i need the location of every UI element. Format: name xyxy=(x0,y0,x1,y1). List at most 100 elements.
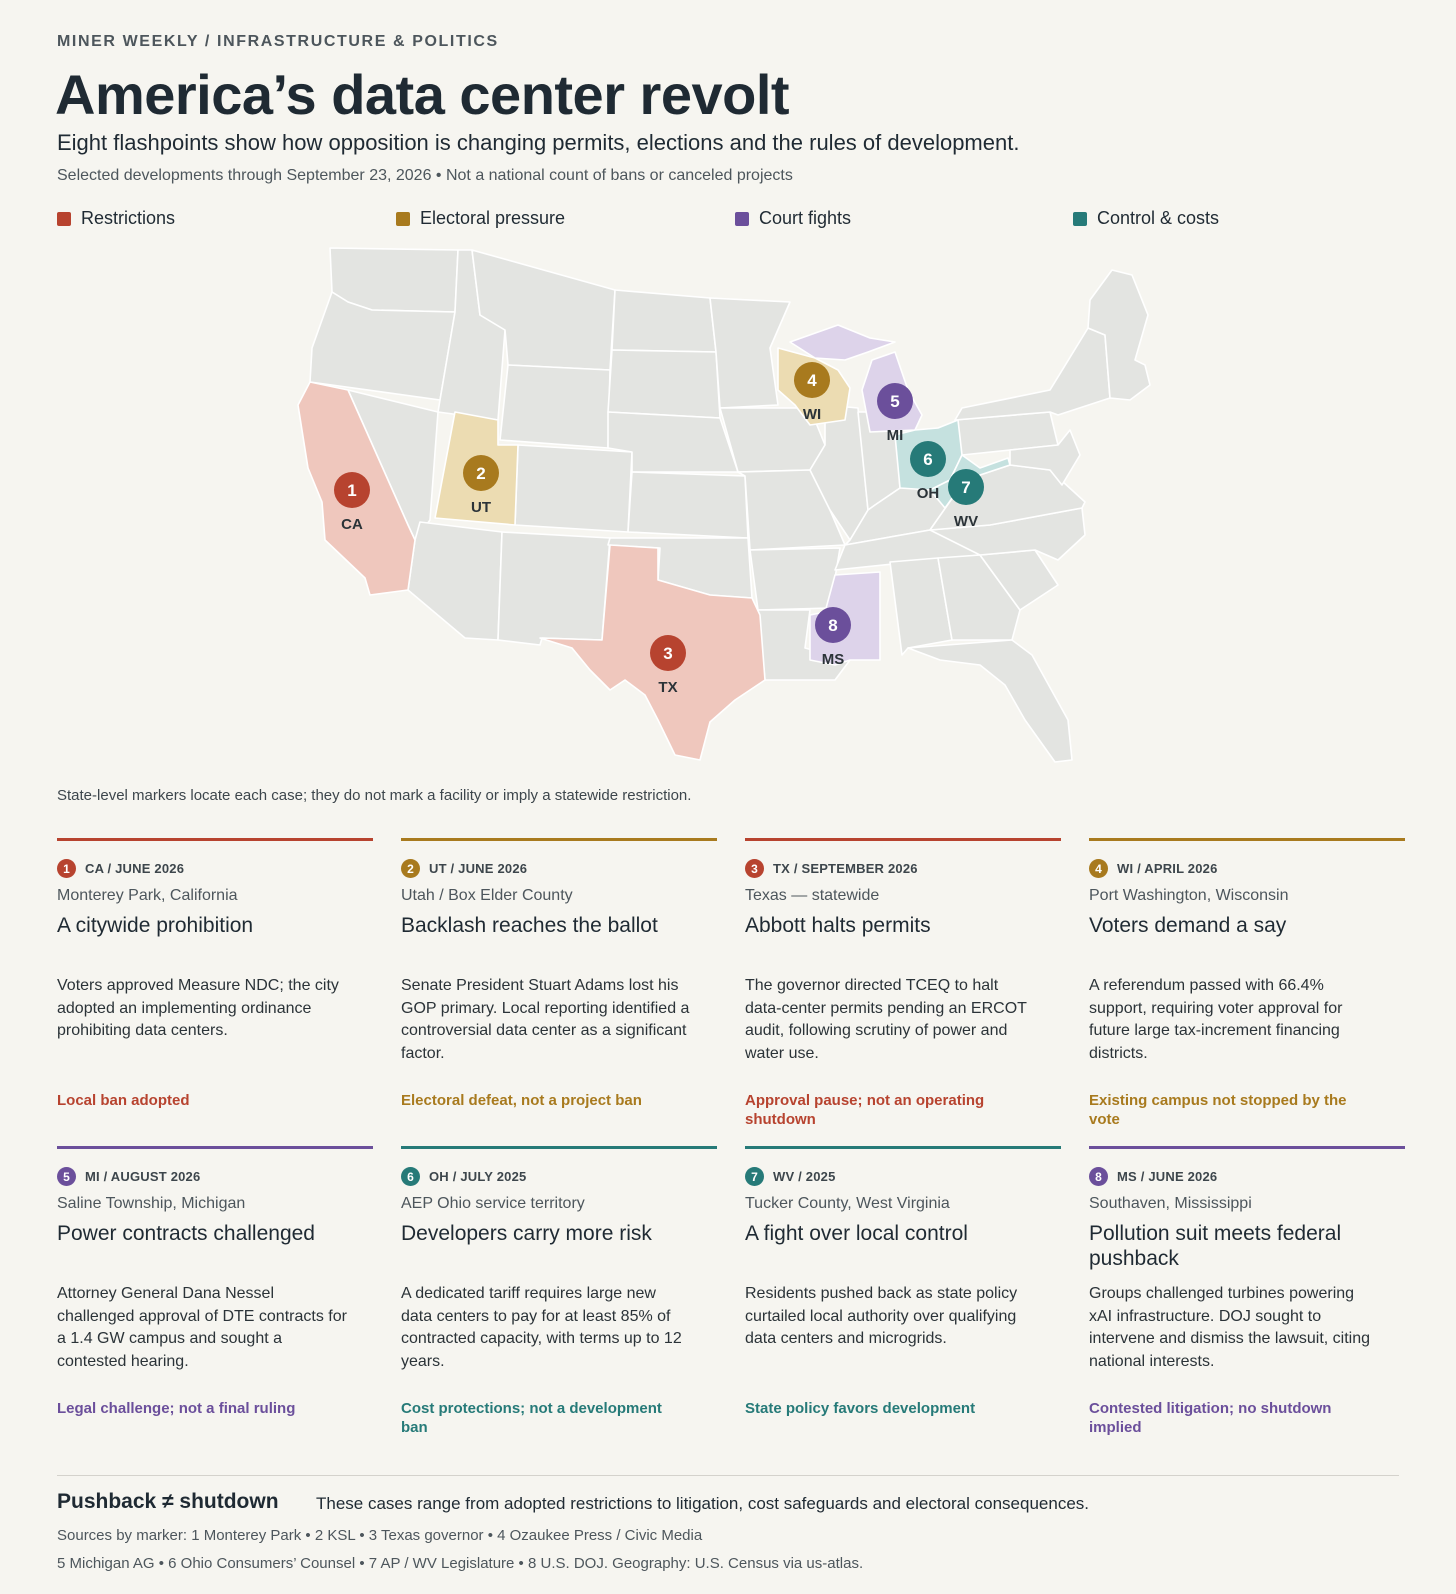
card-body: A referendum passed with 66.4% support, … xyxy=(1089,977,1343,1062)
map-marker-circle xyxy=(334,472,370,508)
card-outcome: Cost protections; not a development ban xyxy=(401,1400,662,1436)
scope-note: Selected developments through September … xyxy=(57,167,793,184)
case-card: 1 CA / JUNE 2026 Monterey Park, California… xyxy=(57,838,373,1110)
map-marker-ca: 1 CA xyxy=(334,472,370,533)
map-marker-wi: 4 WI xyxy=(794,362,830,423)
card-headline: Abbott halts permits xyxy=(745,914,931,937)
card-marker-badge: 8 xyxy=(1089,1167,1108,1186)
map-state-md-de-nj xyxy=(1009,429,1081,486)
sources-line-2: 5 Michigan AG • 6 Ohio Consumers’ Counse… xyxy=(57,1555,864,1572)
legend-label: Court fights xyxy=(759,208,852,228)
map-marker-number: 2 xyxy=(476,464,485,483)
page-title: America’s data center revolt xyxy=(55,63,790,126)
map-state-wy xyxy=(499,364,611,449)
map-marker-tx: 3 TX xyxy=(650,635,686,696)
card-place: Texas — statewide xyxy=(745,887,880,904)
card-marker-badge: 6 xyxy=(401,1167,420,1186)
us-map-svg: 1 CA 2 UT 3 TX 4 WI 5 MI 6 OH 7 WV 8 MS xyxy=(297,247,1151,763)
card-tag: TX / SEPTEMBER 2026 xyxy=(773,861,918,876)
card-headline: Developers carry more risk xyxy=(401,1222,652,1245)
map-marker-number: 1 xyxy=(347,481,356,500)
card-headline: A fight over local control xyxy=(745,1222,968,1245)
footer-summary: These cases range from adopted restricti… xyxy=(316,1494,1089,1513)
card-place: Monterey Park, California xyxy=(57,887,238,904)
legend-item-court: Court fights xyxy=(735,208,851,229)
card-outcome: Approval pause; not an operating shutdow… xyxy=(745,1092,985,1128)
card-headline: Voters demand a say xyxy=(1089,914,1287,937)
case-card: 8 MS / JUNE 2026 Southaven, Mississippi Pol… xyxy=(1089,1146,1405,1437)
card-rule xyxy=(1089,838,1405,841)
map-marker-wv: 7 WV xyxy=(948,469,984,530)
map-marker-number: 8 xyxy=(828,616,837,635)
card-tag: UT / JUNE 2026 xyxy=(429,861,528,876)
card-body: Senate President Stuart Adams lost his G… xyxy=(401,977,690,1062)
map-marker-circle xyxy=(877,383,913,419)
map-marker-state-abbr: MI xyxy=(887,427,904,444)
card-body: Voters approved Measure NDC; the city ad… xyxy=(57,977,339,1039)
legend-item-restrictions: Restrictions xyxy=(57,208,175,229)
card-rule xyxy=(745,1146,1061,1149)
map-state-new-england xyxy=(1087,269,1151,401)
card-body: Groups challenged turbines powering xAI … xyxy=(1089,1285,1371,1370)
legend-label: Electoral pressure xyxy=(420,208,566,228)
map-state-ny xyxy=(954,327,1111,421)
us-map: 1 CA 2 UT 3 TX 4 WI 5 MI 6 OH 7 WV 8 MS xyxy=(290,240,1170,790)
card-header: 6 OH / JULY 2025 xyxy=(401,1167,717,1186)
card-tag: MS / JUNE 2026 xyxy=(1117,1169,1218,1184)
map-state-al xyxy=(889,557,953,656)
card-marker-badge: 1 xyxy=(57,859,76,878)
card-outcome: Electoral defeat, not a project ban xyxy=(401,1092,642,1109)
card-body: Attorney General Dana Nessel challenged … xyxy=(57,1285,347,1370)
card-header: 5 MI / AUGUST 2026 xyxy=(57,1167,373,1186)
card-tag: CA / JUNE 2026 xyxy=(85,861,185,876)
case-card: 4 WI / APRIL 2026 Port Washington, Wiscons… xyxy=(1089,838,1405,1129)
card-headline: A citywide prohibition xyxy=(57,914,254,937)
card-header: 8 MS / JUNE 2026 xyxy=(1089,1167,1405,1186)
map-state-sd xyxy=(607,349,721,419)
map-state-nd xyxy=(611,289,717,353)
card-outcome: Local ban adopted xyxy=(57,1092,190,1109)
legend-swatch xyxy=(396,211,410,226)
map-marker-number: 6 xyxy=(923,450,932,469)
map-state-mn xyxy=(709,297,791,409)
legend-item-control: Control & costs xyxy=(1073,208,1219,229)
card-place: Port Washington, Wisconsin xyxy=(1089,887,1289,904)
map-marker-state-abbr: TX xyxy=(658,679,677,696)
map-marker-circle xyxy=(650,635,686,671)
map-caption: State-level markers locate each case; th… xyxy=(57,787,692,804)
card-outcome: Legal challenge; not a final ruling xyxy=(57,1400,296,1417)
footer-heading: Pushback ≠ shutdown xyxy=(57,1490,279,1513)
card-marker-badge: 5 xyxy=(57,1167,76,1186)
card-header: 2 UT / JUNE 2026 xyxy=(401,859,717,878)
legend: Restrictions Electoral pressure Court fi… xyxy=(57,208,1407,232)
card-tag: WI / APRIL 2026 xyxy=(1117,861,1218,876)
map-state-fl xyxy=(907,639,1073,763)
sources-line-1: Sources by marker: 1 Monterey Park • 2 K… xyxy=(57,1527,703,1544)
map-markers: 1 CA 2 UT 3 TX 4 WI 5 MI 6 OH 7 WV 8 MS xyxy=(334,362,984,696)
map-marker-number: 7 xyxy=(961,478,970,497)
map-marker-ut: 2 UT xyxy=(463,455,499,516)
card-outcome: Existing campus not stopped by the vote xyxy=(1089,1092,1347,1128)
case-card: 7 WV / 2025 Tucker County, West Virginia A … xyxy=(745,1146,1061,1418)
legend-label: Control & costs xyxy=(1097,208,1220,228)
map-marker-state-abbr: OH xyxy=(917,485,940,502)
card-header: 3 TX / SEPTEMBER 2026 xyxy=(745,859,1061,878)
kicker: MINER WEEKLY / INFRASTRUCTURE & POLITICS xyxy=(57,33,499,50)
card-tag: MI / AUGUST 2026 xyxy=(85,1169,201,1184)
card-outcome: Contested litigation; no shutdown implie… xyxy=(1089,1400,1332,1436)
card-body: The governor directed TCEQ to halt data-… xyxy=(745,977,1027,1062)
card-tag: OH / JULY 2025 xyxy=(429,1169,527,1184)
map-marker-number: 5 xyxy=(890,392,899,411)
card-headline: Power contracts challenged xyxy=(57,1222,315,1245)
map-marker-number: 3 xyxy=(663,644,672,663)
case-card: 5 MI / AUGUST 2026 Saline Township, Michig… xyxy=(57,1146,373,1418)
map-marker-circle xyxy=(910,441,946,477)
card-rule xyxy=(57,838,373,841)
map-marker-state-abbr: UT xyxy=(471,499,491,516)
card-marker-badge: 3 xyxy=(745,859,764,878)
map-marker-state-abbr: MS xyxy=(822,651,845,668)
card-rule xyxy=(1089,1146,1405,1149)
card-rule xyxy=(745,838,1061,841)
map-marker-circle xyxy=(794,362,830,398)
card-header: 7 WV / 2025 xyxy=(745,1167,1061,1186)
